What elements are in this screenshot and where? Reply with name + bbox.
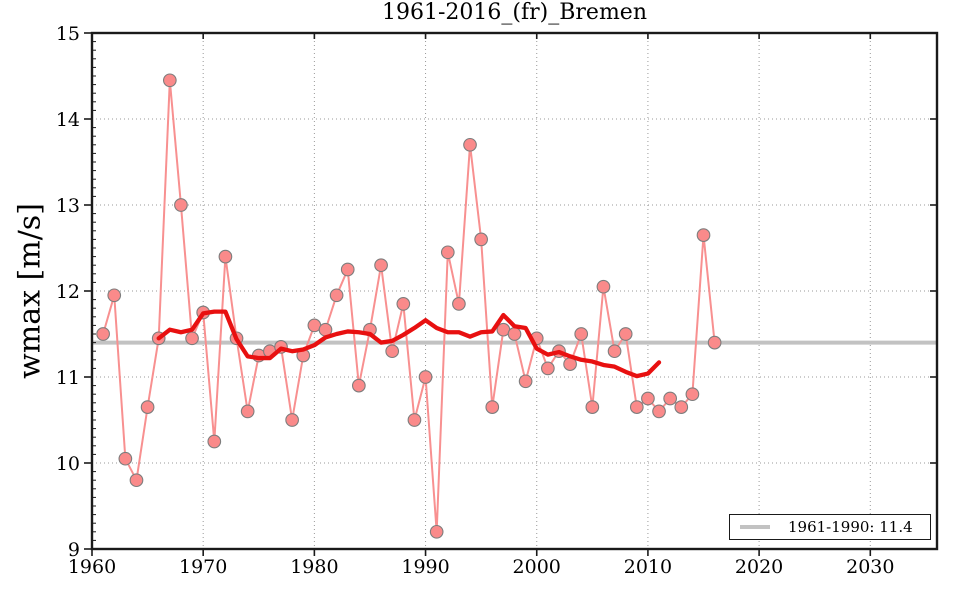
svg-text:11: 11 <box>56 367 80 389</box>
svg-text:10: 10 <box>56 453 80 475</box>
svg-text:15: 15 <box>56 23 80 45</box>
svg-text:1960: 1960 <box>68 556 116 578</box>
svg-text:2010: 2010 <box>624 556 672 578</box>
svg-text:1970: 1970 <box>179 556 227 578</box>
svg-text:2000: 2000 <box>513 556 561 578</box>
svg-text:1990: 1990 <box>401 556 449 578</box>
svg-text:13: 13 <box>56 195 80 217</box>
svg-text:2020: 2020 <box>735 556 783 578</box>
legend-refline-label: 1961-1990: 11.4 <box>788 518 913 536</box>
svg-text:1980: 1980 <box>290 556 338 578</box>
legend: 1961-1990: 11.4 <box>729 514 931 540</box>
svg-text:9: 9 <box>68 539 80 561</box>
svg-text:12: 12 <box>56 281 80 303</box>
legend-refline-sample-icon <box>740 525 770 529</box>
chart-title: 1961-2016_(fr)_Bremen <box>382 0 647 25</box>
y-axis-label: wmax [m/s] <box>12 203 48 379</box>
svg-text:2030: 2030 <box>846 556 894 578</box>
svg-text:14: 14 <box>56 109 80 131</box>
